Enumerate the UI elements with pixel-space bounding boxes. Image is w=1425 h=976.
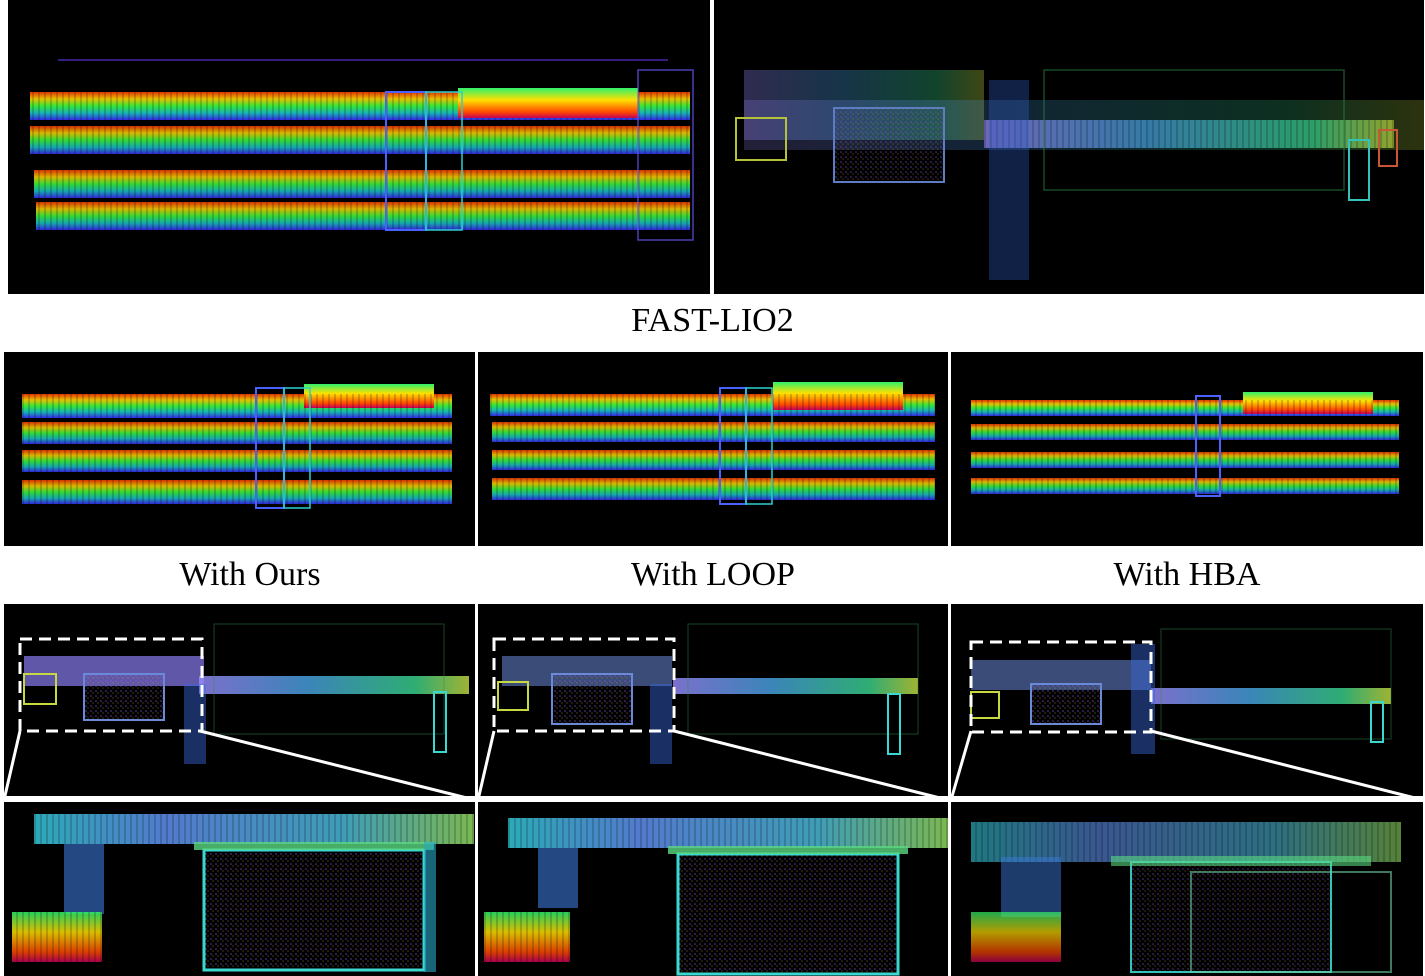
hba-corridor-map [951, 352, 1423, 546]
zoom-region-box [18, 637, 204, 733]
loop-zoom-detail [478, 802, 948, 976]
corridor-point-cloud [30, 59, 694, 241]
corridor-point-cloud [490, 382, 935, 505]
loop-corridor-map [478, 352, 948, 546]
hba-building-map [951, 604, 1423, 796]
corridor-point-cloud [971, 392, 1399, 497]
fastlio2-caption: FAST-LIO2 [631, 302, 794, 339]
ours-corridor-map [4, 352, 475, 546]
fastlio2-corridor-map [8, 0, 710, 294]
building-point-cloud [18, 623, 469, 764]
hba-caption: With HBA [1113, 556, 1261, 593]
corridor-point-cloud [22, 384, 452, 509]
loop-building-map [478, 604, 948, 796]
hba-zoom-detail [951, 802, 1423, 976]
ours-building-map [4, 604, 475, 796]
zoom-region-box [492, 637, 676, 733]
fastlio2-building-map [714, 0, 1424, 294]
zoom-point-cloud [12, 814, 474, 972]
building-point-cloud [969, 628, 1392, 754]
zoom-point-cloud [484, 818, 948, 976]
zoom-point-cloud [971, 822, 1401, 973]
building-point-cloud [492, 623, 919, 764]
zoom-region-box [969, 640, 1153, 734]
loop-caption: With LOOP [631, 556, 795, 593]
ours-caption: With Ours [179, 556, 321, 593]
ours-zoom-detail [4, 802, 475, 976]
building-point-cloud [735, 69, 1424, 280]
